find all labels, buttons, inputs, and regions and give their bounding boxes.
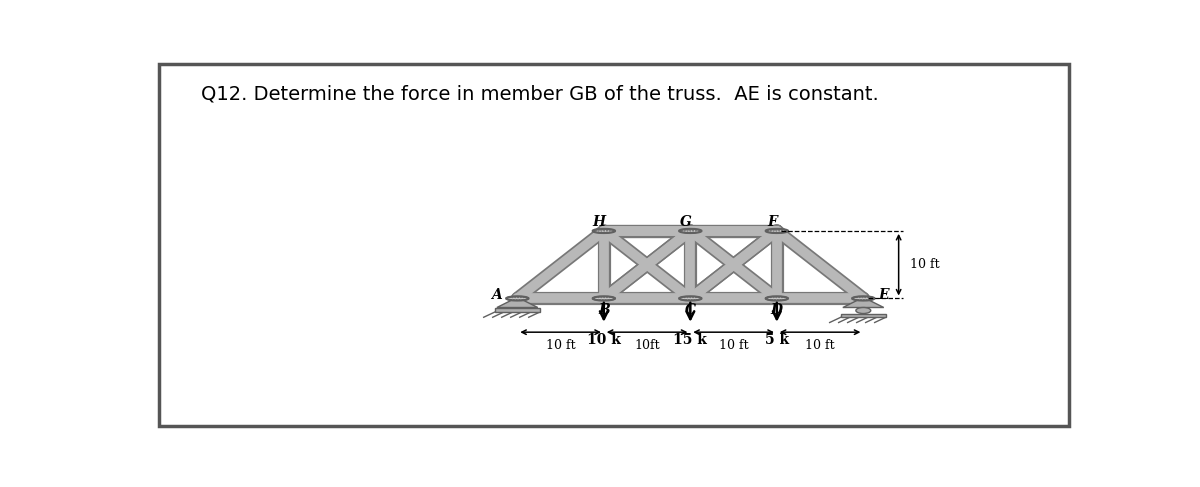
Text: A: A [492, 288, 503, 302]
Text: 10 ft: 10 ft [546, 339, 576, 352]
Text: 10 ft: 10 ft [805, 339, 835, 352]
Text: G: G [679, 215, 691, 228]
Text: 15 k: 15 k [673, 333, 707, 347]
Text: 5 k: 5 k [764, 333, 788, 347]
Text: D: D [770, 303, 782, 318]
Text: 10 ft: 10 ft [910, 258, 940, 271]
Ellipse shape [766, 297, 788, 300]
Text: C: C [685, 303, 696, 318]
Text: F: F [767, 215, 778, 228]
Ellipse shape [506, 297, 528, 300]
Polygon shape [842, 297, 883, 307]
Bar [494, 307, 540, 312]
Text: H: H [593, 215, 606, 228]
Text: 10 k: 10 k [587, 333, 620, 347]
Text: 10ft: 10ft [635, 339, 660, 352]
Bar [841, 314, 886, 317]
Ellipse shape [679, 297, 702, 300]
Ellipse shape [852, 297, 875, 300]
Ellipse shape [766, 229, 788, 233]
Ellipse shape [593, 229, 616, 233]
Circle shape [856, 307, 871, 314]
Polygon shape [497, 297, 538, 307]
Text: E: E [878, 288, 889, 302]
Ellipse shape [593, 297, 616, 300]
Text: B: B [598, 303, 610, 318]
Text: 10 ft: 10 ft [719, 339, 749, 352]
Ellipse shape [679, 229, 702, 233]
Text: Q12. Determine the force in member GB of the truss.  AE is constant.: Q12. Determine the force in member GB of… [202, 85, 878, 104]
